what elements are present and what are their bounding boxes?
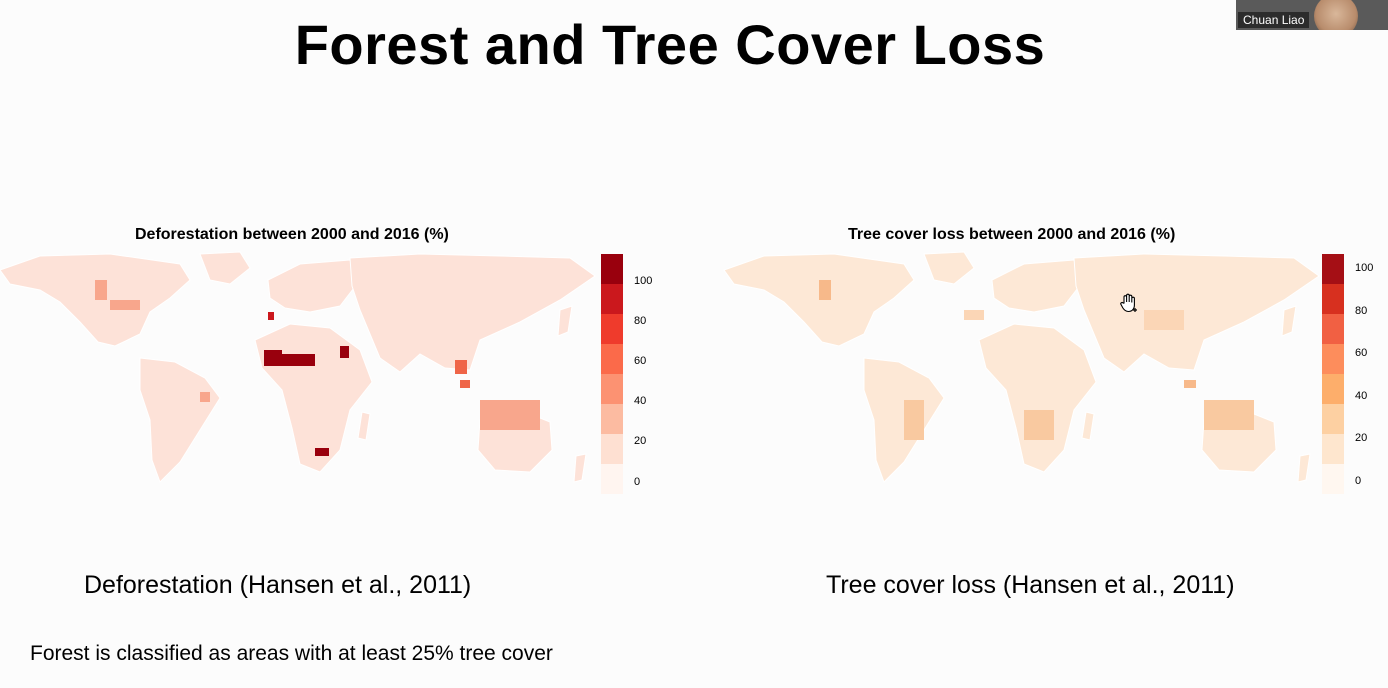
loss-hotspot (1144, 310, 1184, 330)
legend-tick: 0 (634, 476, 641, 488)
loss-hotspot (455, 360, 467, 374)
deforestation-caption: Deforestation (Hansen et al., 2011) (84, 571, 472, 599)
legend-color-step (1322, 254, 1344, 284)
legend-tick: 0 (1355, 475, 1362, 487)
legend-color-step (1322, 434, 1344, 464)
continent-japan (1281, 305, 1297, 337)
legend-color-step (601, 284, 623, 314)
legend-tick: 20 (1355, 432, 1368, 444)
tree-cover-loss-map-title: Tree cover loss between 2000 and 2016 (%… (848, 226, 1176, 243)
loss-hotspot (1024, 410, 1054, 440)
legend-tick: 40 (1355, 390, 1368, 402)
loss-hotspot (1204, 400, 1254, 430)
deforestation-color-scale (601, 254, 623, 494)
deforestation-map-title: Deforestation between 2000 and 2016 (%) (135, 226, 449, 243)
legend-color-step (1322, 284, 1344, 314)
tree-cover-loss-caption: Tree cover loss (Hansen et al., 2011) (826, 571, 1235, 599)
continent-africa (978, 323, 1097, 473)
continent-new-zealand (573, 453, 587, 483)
legend-tick: 100 (634, 275, 653, 287)
legend-color-step (601, 404, 623, 434)
legend-color-step (601, 434, 623, 464)
legend-color-step (601, 314, 623, 344)
slide-title: Forest and Tree Cover Loss (294, 13, 1046, 76)
tree-cover-loss-map-panel: Tree cover loss between 2000 and 2016 (%… (694, 220, 1388, 510)
loss-hotspot (268, 312, 274, 320)
continent-asia (349, 253, 596, 373)
legend-color-step (1322, 374, 1344, 404)
continent-south-america (139, 357, 221, 483)
loss-hotspot (904, 400, 924, 440)
loss-hotspot (315, 448, 329, 456)
legend-tick: 20 (634, 435, 647, 447)
participant-name: Chuan Liao (1238, 12, 1310, 28)
legend-tick: 80 (1355, 305, 1368, 317)
legend-color-step (601, 254, 623, 284)
legend-tick: 40 (634, 395, 647, 407)
legend-tick: 60 (634, 355, 647, 367)
loss-hotspot (95, 280, 107, 300)
forest-definition-note: Forest is classified as areas with at le… (30, 642, 553, 665)
continent-africa (254, 323, 373, 473)
deforestation-map-panel: Deforestation between 2000 and 2016 (%) … (0, 220, 694, 510)
continent-greenland (923, 251, 975, 285)
loss-hotspot (200, 392, 210, 402)
tree-cover-loss-world-map (723, 251, 1320, 483)
loss-hotspot (1184, 380, 1196, 388)
continent-europe (991, 259, 1085, 313)
loss-hotspot (819, 280, 831, 300)
loss-hotspot (110, 300, 140, 310)
legend-tick: 60 (1355, 347, 1368, 359)
legend-color-step (601, 344, 623, 374)
continent-new-zealand (1297, 453, 1311, 483)
hand-cursor-icon (1120, 293, 1137, 313)
legend-color-step (1322, 464, 1344, 494)
continent-asia (1073, 253, 1320, 373)
loss-hotspot (480, 400, 540, 430)
legend-color-step (1322, 344, 1344, 374)
loss-hotspot (275, 354, 315, 366)
continent-madagascar (1081, 411, 1095, 441)
participant-face (1314, 0, 1358, 30)
continent-madagascar (357, 411, 371, 441)
continent-japan (557, 305, 573, 337)
deforestation-world-map (0, 251, 596, 483)
legend-color-step (601, 374, 623, 404)
legend-color-step (601, 464, 623, 494)
legend-color-step (1322, 404, 1344, 434)
loss-hotspot (964, 310, 984, 320)
continent-greenland (199, 251, 251, 285)
legend-tick: 80 (634, 315, 647, 327)
legend-tick: 100 (1355, 262, 1374, 274)
loss-hotspot (460, 380, 470, 388)
tree-cover-loss-color-scale (1322, 254, 1344, 494)
continent-europe (267, 259, 361, 313)
webcam-thumbnail[interactable]: Chuan Liao (1236, 0, 1388, 30)
loss-hotspot (340, 346, 349, 358)
legend-color-step (1322, 314, 1344, 344)
